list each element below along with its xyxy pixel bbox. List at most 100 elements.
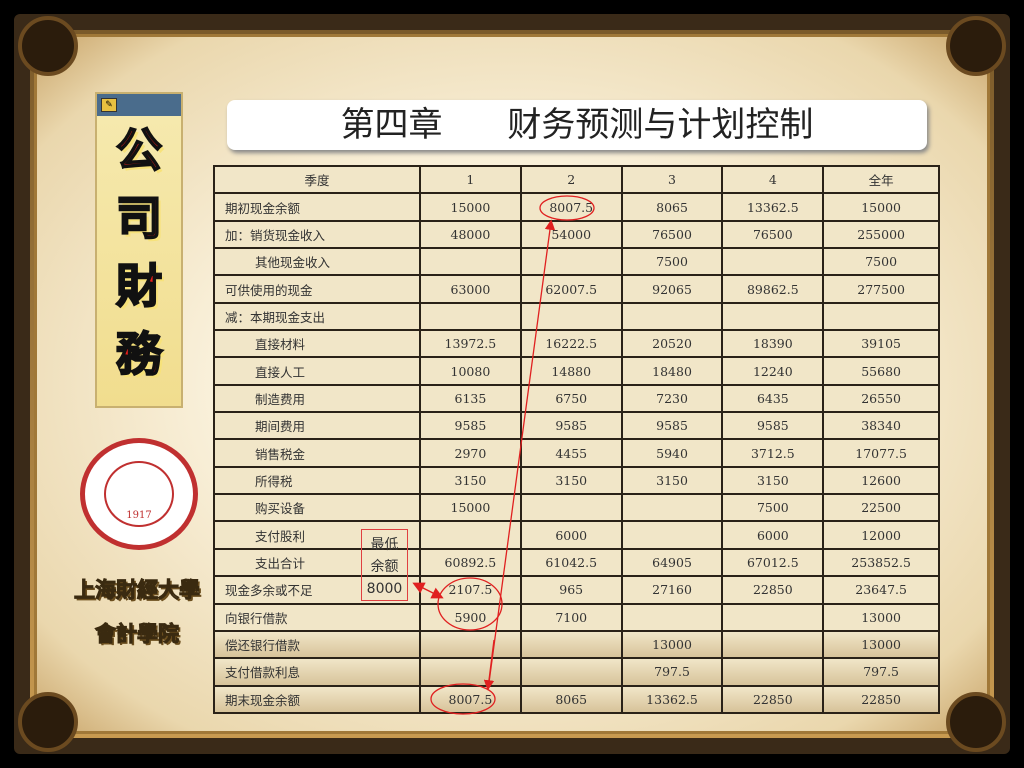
table-cell — [519, 657, 623, 687]
table-cell: 16222.5 — [519, 329, 623, 359]
note-value: 8000 — [366, 581, 403, 597]
table-row: 现金多余或不足 2107.5 965 27160 22850 23647.5 — [213, 575, 940, 605]
table-cell — [721, 301, 825, 332]
logo-bar: ✎ — [97, 94, 181, 116]
slide-title: 第四章 财务预测与计划控制 — [227, 100, 927, 150]
table-cell: 22500 — [822, 493, 940, 523]
table-cell: 13972.5 — [419, 329, 522, 359]
table-cell — [620, 493, 724, 523]
row-label: 期初现金余额 — [213, 192, 421, 222]
table-cell — [419, 247, 522, 277]
table-cell — [620, 520, 724, 550]
table-cell: 8007.5 — [419, 684, 522, 714]
row-label: 购买设备 — [213, 493, 421, 523]
table-cell — [721, 247, 825, 277]
sidebar-panel: ✎ 公 司 財 務 — [95, 92, 183, 408]
table-cell: 9585 — [721, 411, 825, 441]
table-cell: 255000 — [822, 219, 940, 250]
university-name: 上海財經大學 — [74, 578, 201, 603]
seal-inner: 1917 — [104, 461, 174, 527]
table-cell: 22850 — [822, 684, 940, 714]
table-cell: 7500 — [721, 493, 825, 523]
table-cell: 3150 — [519, 465, 623, 496]
table-cell: 61042.5 — [519, 547, 623, 578]
sidebar-char: 公 — [115, 122, 163, 178]
sidebar-char: 司 — [115, 190, 163, 246]
table-cell — [519, 629, 623, 660]
table-cell — [620, 602, 724, 632]
table-cell: 12600 — [822, 465, 940, 496]
row-label: 直接人工 — [213, 356, 421, 386]
table-cell: 5940 — [620, 438, 724, 468]
row-label: 向银行借款 — [213, 602, 421, 632]
row-label: 期末现金余额 — [213, 684, 421, 714]
row-label: 直接材料 — [213, 329, 421, 359]
table-cell: 6135 — [419, 383, 522, 414]
table-cell: 7500 — [822, 247, 940, 277]
table-row: 期间费用 9585 9585 9585 9585 38340 — [213, 411, 940, 441]
table-row: 向银行借款 5900 7100 13000 — [213, 602, 940, 632]
table-cell — [721, 657, 825, 687]
table-cell: 54000 — [519, 219, 623, 250]
table-cell: 8065 — [519, 684, 623, 714]
table-cell: 63000 — [419, 274, 522, 304]
corner-ornament-icon — [946, 692, 1006, 752]
table-cell: 15000 — [419, 493, 522, 523]
row-label: 现金多余或不足 — [213, 575, 421, 605]
corner-ornament-icon — [18, 16, 78, 76]
table-cell — [721, 629, 825, 660]
table-cell: 18390 — [721, 329, 825, 359]
header-cell: 全年 — [822, 164, 940, 195]
table-row: 加：销货现金收入 48000 54000 76500 76500 255000 — [213, 219, 940, 250]
table-header-row: 季度 1 2 3 4 全年 — [213, 164, 940, 195]
table-cell — [419, 520, 522, 550]
row-label: 支出合计 — [213, 547, 421, 578]
note-line: 最低 — [370, 537, 399, 553]
row-label: 加：销货现金收入 — [213, 219, 421, 250]
row-label: 期间费用 — [213, 411, 421, 441]
table-cell: 10080 — [419, 356, 522, 386]
table-cell: 3150 — [620, 465, 724, 496]
table-cell: 18480 — [620, 356, 724, 386]
table-cell: 9585 — [519, 411, 623, 441]
table-cell: 7230 — [620, 383, 724, 414]
sidebar-char: 務 — [115, 326, 163, 382]
row-label: 减：本期现金支出 — [213, 301, 421, 332]
table-cell: 6750 — [519, 383, 623, 414]
row-label: 所得税 — [213, 465, 421, 496]
header-cell: 2 — [519, 164, 623, 195]
table-cell: 253852.5 — [822, 547, 940, 578]
table-cell: 3150 — [721, 465, 825, 496]
table-row: 直接人工 10080 14880 18480 12240 55680 — [213, 356, 940, 386]
header-cell: 3 — [620, 164, 724, 195]
table-cell: 20520 — [620, 329, 724, 359]
table-cell: 3712.5 — [721, 438, 825, 468]
table-cell: 89862.5 — [721, 274, 825, 304]
table-row: 支出合计 60892.5 61042.5 64905 67012.5 253852.5 — [213, 547, 940, 578]
header-cell: 1 — [419, 164, 522, 195]
table-cell: 15000 — [822, 192, 940, 222]
table-row: 所得税 3150 3150 3150 3150 12600 — [213, 465, 940, 496]
table-cell: 17077.5 — [822, 438, 940, 468]
cash-budget-table: 季度 1 2 3 4 全年 期初现金余额 15000 8007.5 8065 13362.5 150… — [213, 164, 940, 714]
table-cell: 13362.5 — [721, 192, 825, 222]
table-cell — [419, 629, 522, 660]
table-cell: 965 — [519, 575, 623, 605]
table-row: 支付股利 6000 6000 12000 — [213, 520, 940, 550]
table-cell: 55680 — [822, 356, 940, 386]
table-cell: 13000 — [620, 629, 724, 660]
table-cell: 39105 — [822, 329, 940, 359]
book-icon: ✎ — [101, 98, 117, 112]
table-cell: 76500 — [620, 219, 724, 250]
table-cell: 92065 — [620, 274, 724, 304]
row-label: 可供使用的现金 — [213, 274, 421, 304]
table-cell — [519, 301, 623, 332]
table-row: 可供使用的现金 63000 62007.5 92065 89862.5 277500 — [213, 274, 940, 304]
table-cell: 62007.5 — [519, 274, 623, 304]
table-cell — [620, 301, 724, 332]
table-cell — [822, 301, 940, 332]
table-cell: 22850 — [721, 575, 825, 605]
table-row: 销售税金 2970 4455 5940 3712.5 17077.5 — [213, 438, 940, 468]
table-cell: 48000 — [419, 219, 522, 250]
header-cell: 季度 — [213, 164, 421, 195]
